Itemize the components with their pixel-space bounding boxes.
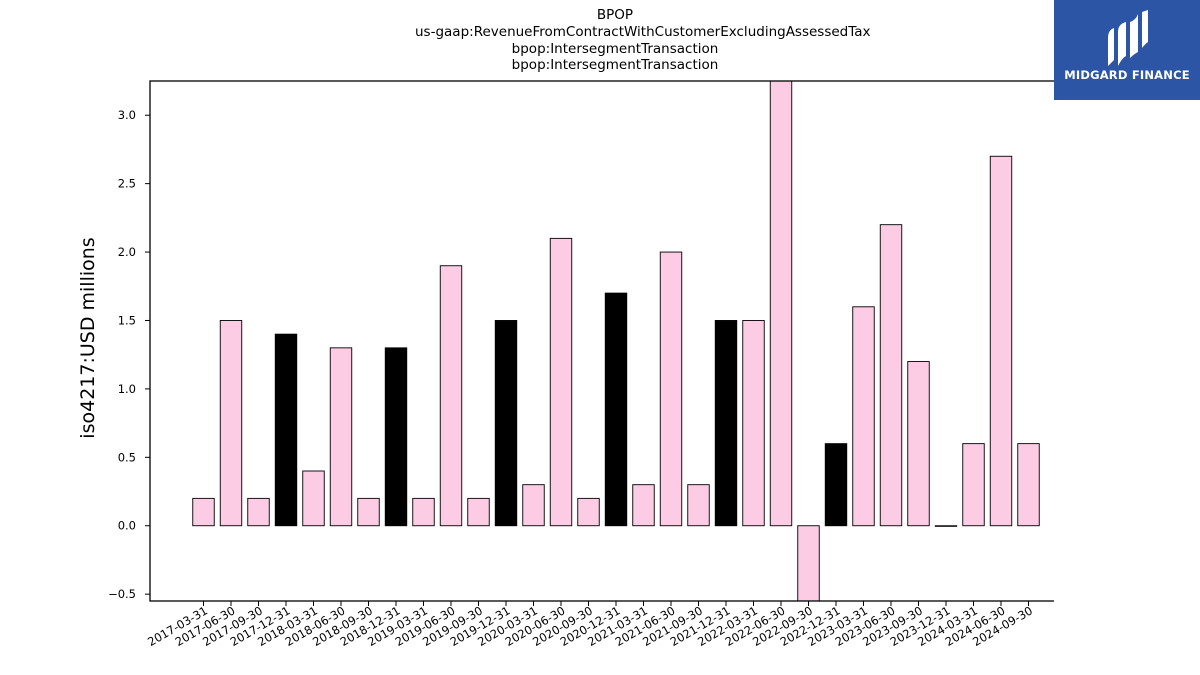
bar-2020-03-31: [522, 484, 545, 527]
bar-2019-03-31: [412, 497, 435, 527]
bar-2017-06-30: [219, 320, 243, 527]
bar-2020-06-30: [549, 237, 573, 527]
logo-text: MIDGARD FINANCE: [1064, 68, 1190, 82]
bar-2020-12-31: [604, 292, 628, 527]
bar-2023-12-31: [934, 525, 958, 527]
y-tick-label: 1.0: [118, 382, 136, 396]
y-tick-label: 0.5: [118, 450, 136, 464]
bar-2018-03-31: [302, 470, 325, 527]
y-tick-label: −0.5: [108, 587, 136, 601]
bar-2022-12-31: [824, 443, 848, 527]
bar-2024-09-30: [1017, 443, 1040, 527]
bar-2018-06-30: [329, 347, 353, 527]
bar-2022-03-31: [742, 320, 765, 527]
bar-2021-03-31: [632, 484, 655, 527]
bar-2017-03-31: [192, 497, 215, 527]
y-tick-label: 1.5: [118, 313, 136, 327]
chart-subtitle-concept: us-gaap:RevenueFromContractWithCustomerE…: [415, 23, 871, 40]
y-tick-label: 2.0: [118, 245, 136, 259]
bar-2023-03-31: [852, 306, 875, 527]
bar-2022-06-30: [769, 81, 793, 527]
plot-frame: [149, 80, 1054, 602]
chart-title: BPOP: [596, 7, 634, 23]
chart-subtitle-axis: bpop:IntersegmentTransaction: [511, 40, 719, 57]
bar-2021-06-30: [659, 251, 683, 527]
bar-2017-12-31: [274, 333, 298, 527]
midgard-finance-logo: MIDGARD FINANCE: [1054, 0, 1200, 100]
bars-layer: [192, 81, 1040, 601]
bar-2021-09-30: [687, 484, 710, 527]
logo-mark-icon: [1108, 10, 1148, 66]
y-tick-label: 0.0: [118, 519, 136, 533]
bar-2018-12-31: [384, 347, 408, 527]
y-axis-label: iso4217:USD millions: [77, 237, 99, 438]
bars: [192, 81, 1040, 601]
bar-chart: −0.50.00.51.01.52.02.53.02017-03-312017-…: [77, 80, 1054, 649]
bar-2024-06-30: [989, 155, 1013, 527]
chart-title-block: BPOP us-gaap:RevenueFromContractWithCust…: [415, 7, 871, 74]
bar-2023-06-30: [879, 224, 903, 527]
bar-2019-06-30: [439, 265, 463, 527]
bar-2021-12-31: [714, 320, 738, 527]
bar-2017-09-30: [247, 497, 270, 527]
bar-2019-12-31: [494, 320, 518, 527]
chart-subtitle-member: bpop:IntersegmentTransaction: [511, 57, 719, 74]
bar-2024-03-31: [962, 443, 985, 527]
y-tick-label: 3.0: [118, 108, 136, 122]
bar-2023-09-30: [907, 361, 930, 527]
bar-2018-09-30: [357, 497, 380, 527]
bar-2019-09-30: [467, 497, 490, 527]
bar-2020-09-30: [577, 497, 600, 527]
y-tick-label: 2.5: [118, 177, 136, 191]
bar-2022-09-30: [797, 525, 820, 601]
